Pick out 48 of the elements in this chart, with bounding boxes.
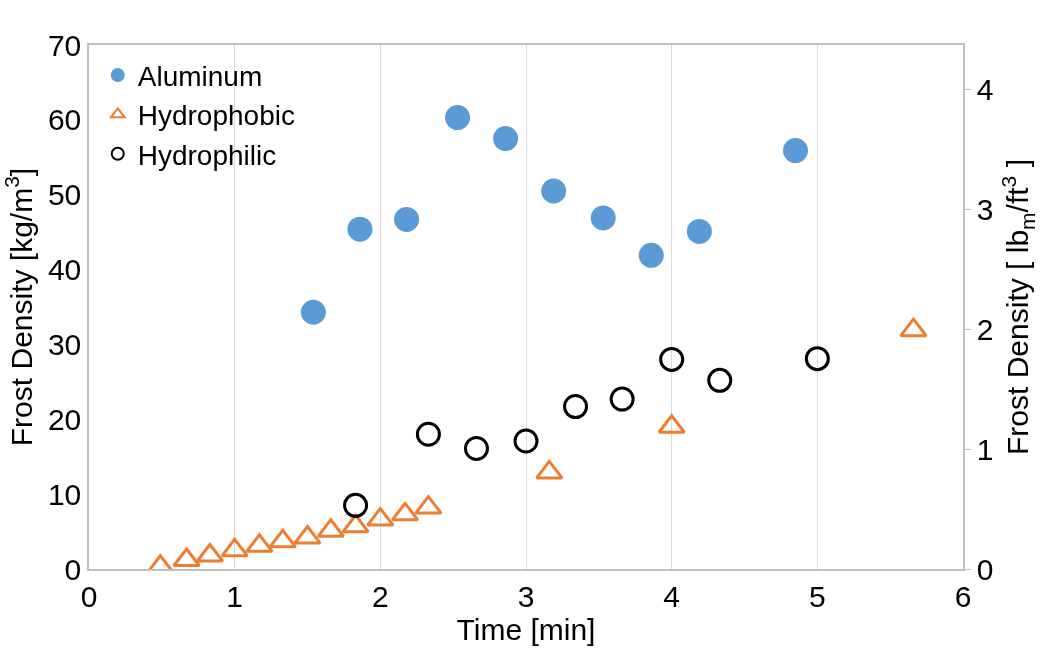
point: [638, 242, 664, 268]
point: [513, 428, 539, 454]
y2-tick-label: 4: [976, 72, 994, 106]
point: [390, 501, 420, 522]
point: [707, 367, 733, 393]
x-tick-label: 5: [808, 579, 826, 613]
legend-label: Hydrophilic: [137, 139, 277, 171]
point: [343, 492, 369, 518]
point: [445, 105, 471, 131]
point: [804, 346, 830, 372]
point: [782, 138, 808, 164]
y-tick-label: 0: [64, 552, 82, 586]
point: [563, 394, 589, 420]
point: [659, 346, 685, 372]
x-tick-label: 3: [517, 579, 535, 613]
x-tick-label: 2: [371, 579, 389, 613]
point: [590, 205, 616, 231]
y2-tick-label: 1: [976, 432, 994, 466]
x-axis-title: Time [min]: [456, 612, 596, 646]
legend-label: Aluminum: [137, 60, 263, 92]
point: [394, 206, 420, 232]
y2-tick-label: 0: [976, 552, 994, 586]
point: [493, 126, 519, 152]
point: [347, 216, 373, 242]
point: [463, 435, 489, 461]
y-tick-label: 60: [47, 103, 82, 137]
point: [609, 386, 635, 412]
y-tick-label: 10: [47, 477, 82, 511]
y-tick-label: 50: [47, 178, 82, 212]
x-tick-label: 6: [954, 579, 972, 613]
point: [220, 537, 249, 558]
point: [268, 528, 297, 549]
point: [415, 421, 441, 447]
x-tick-label: 1: [226, 579, 244, 613]
y2-tick-label: 3: [976, 192, 994, 226]
y2-tick-label: 2: [976, 312, 994, 346]
point: [541, 178, 567, 204]
point: [899, 317, 928, 338]
y-tick-label: 20: [47, 402, 82, 436]
point: [535, 459, 564, 480]
point: [686, 218, 712, 244]
legend-label: Hydrophobic: [137, 100, 295, 132]
x-tick-label: 4: [663, 579, 681, 613]
y-tick-label: 30: [47, 327, 82, 361]
y-tick-label: 40: [47, 253, 82, 287]
y-tick-label: 70: [47, 28, 82, 62]
point: [300, 299, 326, 325]
point: [172, 547, 201, 568]
